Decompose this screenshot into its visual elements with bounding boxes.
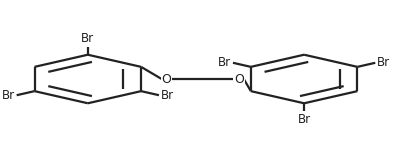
Text: Br: Br (161, 89, 174, 102)
Text: Br: Br (297, 113, 310, 126)
Text: Br: Br (81, 32, 94, 45)
Text: Br: Br (2, 89, 15, 102)
Text: O: O (162, 73, 171, 85)
Text: O: O (234, 73, 244, 85)
Text: Br: Br (377, 56, 390, 69)
Text: Br: Br (218, 56, 231, 69)
